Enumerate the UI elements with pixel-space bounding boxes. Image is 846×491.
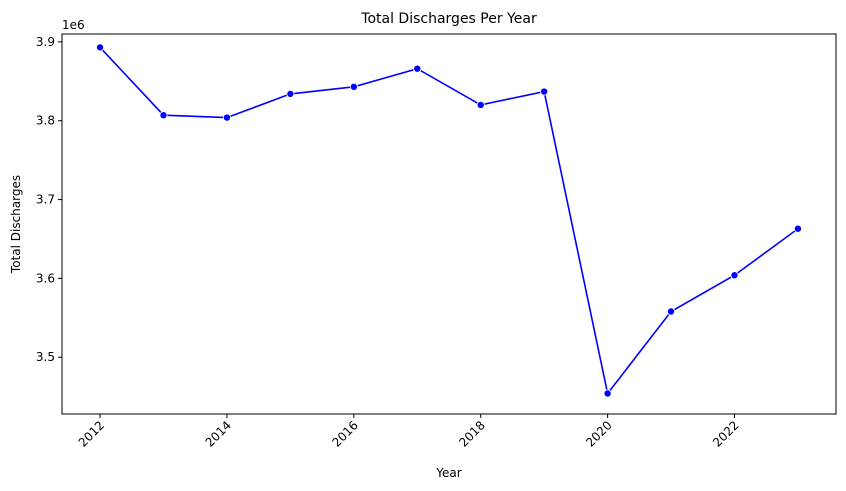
y-tick-label: 3.5 xyxy=(36,350,55,364)
x-tick-label: 2012 xyxy=(76,418,107,449)
x-tick-label: 2018 xyxy=(456,418,487,449)
data-point xyxy=(476,100,485,109)
y-axis-label: Total Discharges xyxy=(9,175,23,274)
series-line xyxy=(99,46,799,396)
chart-title: Total Discharges Per Year xyxy=(360,11,537,27)
data-point xyxy=(540,87,549,96)
y-tick-label: 3.8 xyxy=(36,114,55,128)
y-tick-label: 3.6 xyxy=(36,271,55,285)
data-point xyxy=(667,307,676,316)
y-tick-label: 3.7 xyxy=(36,193,55,207)
data-point xyxy=(349,82,358,91)
x-tick-label: 2020 xyxy=(583,418,614,449)
x-tick-label: 2014 xyxy=(203,418,234,449)
data-point xyxy=(730,271,739,280)
data-point xyxy=(286,89,295,98)
y-axis-ticks: 3.5 3.6 3.7 3.8 3.9 xyxy=(36,35,62,364)
x-axis-label: Year xyxy=(435,466,461,480)
data-point xyxy=(413,64,422,73)
x-tick-label: 2022 xyxy=(710,418,741,449)
data-point xyxy=(793,224,802,233)
axes-frame xyxy=(61,33,837,415)
x-tick-label: 2016 xyxy=(329,418,360,449)
plot-area xyxy=(96,43,802,398)
y-offset-label: 1e6 xyxy=(62,18,85,32)
x-axis-ticks: 2012 2014 2016 2018 2020 2022 xyxy=(76,414,742,450)
data-point xyxy=(159,111,168,120)
data-point xyxy=(603,389,612,398)
y-tick-label: 3.9 xyxy=(36,35,55,49)
data-point xyxy=(222,113,231,122)
data-point xyxy=(96,43,105,52)
